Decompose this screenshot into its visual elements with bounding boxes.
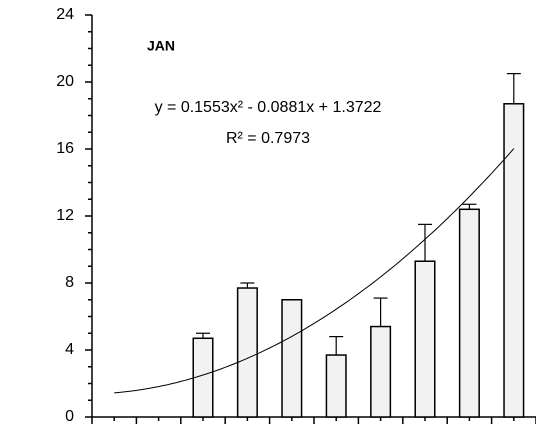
r-squared: R² = 0.7973 — [226, 130, 310, 147]
bar — [236, 287, 258, 418]
error-bar — [373, 297, 388, 327]
bar — [325, 354, 347, 418]
y-tick-label: 16 — [56, 140, 74, 157]
bar — [458, 208, 480, 418]
trendline-equation: y = 0.1553x² - 0.0881x + 1.3722 — [155, 99, 382, 116]
bar — [414, 260, 436, 418]
error-bar — [240, 282, 255, 289]
error-bar — [462, 203, 477, 210]
error-bar — [329, 336, 344, 356]
bar — [503, 103, 525, 418]
y-tick-label: 0 — [65, 408, 74, 425]
y-tick-label: 24 — [56, 6, 74, 23]
y-tick-label: 20 — [56, 73, 74, 90]
y-tick-label: 4 — [65, 341, 74, 358]
y-tick-label: 8 — [65, 274, 74, 291]
bar — [370, 325, 392, 418]
trendline — [114, 148, 515, 394]
error-bar — [506, 73, 521, 104]
bar — [281, 299, 303, 418]
error-bar — [196, 332, 210, 339]
annotation: JAN — [147, 38, 175, 54]
error-bar — [418, 223, 432, 262]
y-tick-label: 12 — [56, 207, 74, 224]
